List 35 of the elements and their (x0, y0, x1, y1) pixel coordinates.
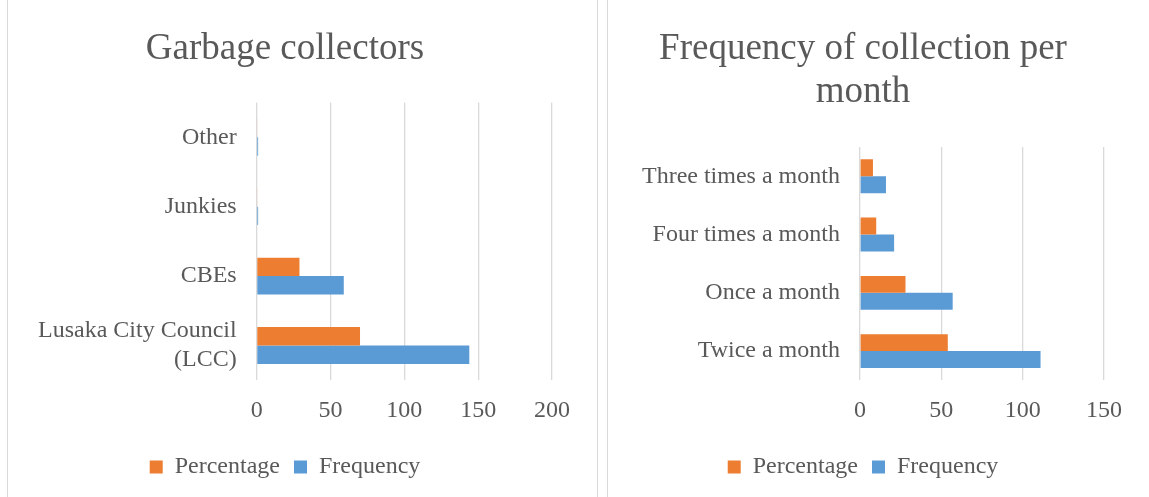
bar (257, 327, 361, 346)
x-tick-label: 100 (1004, 395, 1041, 422)
legend-label: Percentage (174, 452, 280, 479)
y-tick-label: Once a month (705, 278, 840, 305)
x-tick-label: 150 (460, 395, 497, 422)
bar (860, 217, 877, 235)
y-tick-label: Twice a month (697, 336, 840, 363)
x-tick-label: 0 (853, 395, 866, 422)
x-tick-label: 50 (929, 395, 954, 422)
bar (257, 257, 300, 277)
chart-title: Garbage collectors (145, 25, 425, 67)
x-tick-label: 0 (250, 395, 263, 422)
bar (860, 234, 895, 252)
bar (860, 292, 953, 310)
x-tick-label: 100 (386, 395, 423, 422)
chart-title: Frequency of collection per month (659, 25, 1067, 110)
bar (860, 351, 1041, 368)
bar (860, 334, 948, 352)
bar (860, 159, 873, 177)
y-tick-label: Junkies (164, 191, 237, 218)
y-tick-label: Other (181, 122, 237, 149)
x-tick-label: 200 (534, 395, 570, 422)
legend-label: Percentage (752, 452, 858, 479)
y-tick-label: Lusaka City Council (LCC) (37, 316, 237, 372)
bar (257, 276, 344, 295)
x-tick-label: 150 (1086, 395, 1122, 422)
bar (257, 345, 470, 364)
y-tick-label: Three times a month (641, 161, 840, 188)
y-tick-label: Four times a month (652, 219, 840, 246)
legend-label: Frequency (318, 452, 421, 479)
legend-label: Frequency (896, 452, 999, 479)
bar (860, 275, 906, 293)
bar (860, 176, 886, 194)
x-tick-label: 50 (318, 395, 343, 422)
y-tick-label: CBEs (180, 261, 237, 288)
